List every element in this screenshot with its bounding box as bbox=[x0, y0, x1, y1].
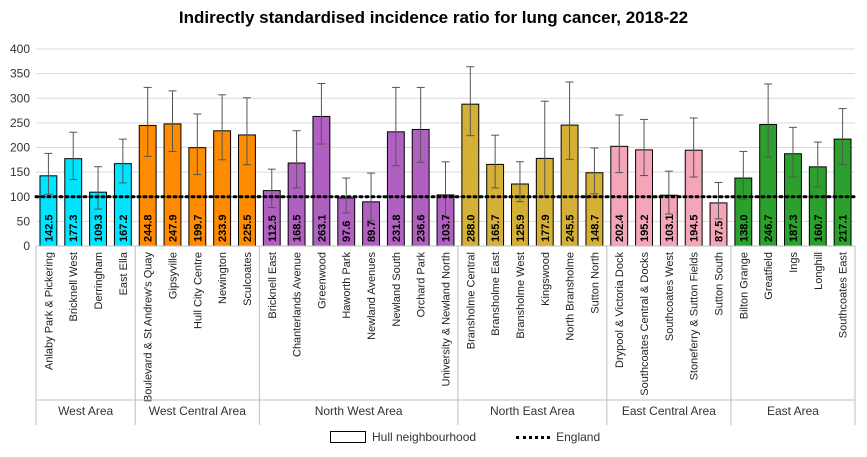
y-tick-label: 250 bbox=[10, 116, 30, 130]
category-label: East Ella bbox=[118, 251, 130, 295]
data-label: 225.5 bbox=[242, 214, 254, 242]
legend-label-neighbourhood: Hull neighbourhood bbox=[372, 430, 477, 444]
group-label: West Area bbox=[58, 404, 113, 418]
y-tick-label: 0 bbox=[23, 239, 30, 253]
y-tick-label: 300 bbox=[10, 91, 30, 105]
data-label: 103.7 bbox=[441, 214, 453, 242]
category-label: Ings bbox=[788, 252, 800, 273]
legend-swatch-england bbox=[516, 435, 551, 439]
category-label: Bransholme East bbox=[490, 252, 502, 336]
data-label: 202.4 bbox=[614, 214, 626, 242]
category-label: Sutton South bbox=[714, 252, 726, 316]
category-label: Bilton Grange bbox=[738, 252, 750, 319]
legend-label-england: England bbox=[556, 430, 601, 444]
y-tick-label: 150 bbox=[10, 165, 30, 179]
y-tick-label: 400 bbox=[10, 42, 30, 56]
data-label: 244.8 bbox=[143, 214, 155, 242]
category-label: Anlaby Park & Pickering bbox=[43, 252, 55, 370]
data-label: 263.1 bbox=[316, 214, 328, 242]
y-tick-label: 350 bbox=[10, 67, 30, 81]
category-label: Bransholme Central bbox=[465, 252, 477, 349]
data-label: 142.5 bbox=[43, 214, 55, 242]
data-label: 103.1 bbox=[664, 214, 676, 242]
data-label: 89.7 bbox=[366, 221, 378, 242]
data-label: 236.6 bbox=[416, 214, 428, 242]
data-label: 167.2 bbox=[118, 214, 130, 242]
data-label: 160.7 bbox=[813, 214, 825, 242]
legend-swatch-neighbourhood bbox=[330, 431, 366, 443]
group-label: West Central Area bbox=[149, 404, 246, 418]
data-label: 165.7 bbox=[490, 214, 502, 242]
category-label: Gipsyville bbox=[168, 252, 180, 299]
data-label: 194.5 bbox=[689, 214, 701, 242]
data-label: 187.3 bbox=[788, 214, 800, 242]
group-label: East Area bbox=[767, 404, 819, 418]
category-label: Bricknell West bbox=[68, 252, 80, 321]
category-label: Sculcoates bbox=[242, 252, 254, 306]
category-label: Newland Avenues bbox=[366, 252, 378, 340]
data-label: 177.9 bbox=[540, 214, 552, 242]
category-label: Newland South bbox=[391, 252, 403, 327]
data-label: 247.9 bbox=[168, 214, 180, 242]
category-label: Drypool & Victoria Dock bbox=[614, 252, 626, 368]
category-label: Stoneferry & Sutton Fields bbox=[689, 252, 701, 381]
data-label: 112.5 bbox=[267, 215, 279, 242]
data-label: 87.5 bbox=[714, 221, 726, 242]
category-label: Southcoates West bbox=[664, 252, 676, 341]
group-label: East Central Area bbox=[622, 404, 716, 418]
y-tick-label: 50 bbox=[17, 214, 31, 228]
data-label: 288.0 bbox=[465, 214, 477, 242]
data-label: 217.1 bbox=[838, 214, 850, 242]
category-label: Greenwood bbox=[316, 252, 328, 309]
group-label: North West Area bbox=[315, 404, 403, 418]
category-label: Boulevard & St Andrew's Quay bbox=[143, 252, 155, 403]
data-label: 245.5 bbox=[565, 214, 577, 242]
category-label: Southcoates Central & Docks bbox=[639, 252, 651, 396]
data-label: 109.3 bbox=[93, 214, 105, 242]
category-label: Sutton North bbox=[589, 252, 601, 314]
category-label: Bransholme West bbox=[515, 252, 527, 339]
data-label: 199.7 bbox=[192, 214, 204, 242]
data-label: 195.2 bbox=[639, 214, 651, 242]
category-label: Newington bbox=[217, 252, 229, 304]
data-label: 246.7 bbox=[763, 214, 775, 242]
category-label: University & Newland North bbox=[441, 252, 453, 387]
group-label: North East Area bbox=[490, 404, 575, 418]
category-label: Orchard Park bbox=[416, 252, 428, 318]
category-label: Longhill bbox=[813, 252, 825, 290]
category-label: Haworth Park bbox=[341, 252, 353, 319]
data-label: 125.9 bbox=[515, 214, 527, 242]
category-label: North Bransholme bbox=[565, 252, 577, 341]
y-tick-label: 200 bbox=[10, 141, 30, 155]
data-label: 231.8 bbox=[391, 214, 403, 242]
category-label: Southcoates East bbox=[838, 252, 850, 338]
data-label: 97.6 bbox=[341, 221, 353, 242]
category-label: Derringham bbox=[93, 252, 105, 309]
data-label: 168.5 bbox=[292, 214, 304, 242]
category-label: Chanterlands Avenue bbox=[292, 252, 304, 357]
legend: Hull neighbourhood England bbox=[330, 430, 600, 444]
data-label: 148.7 bbox=[589, 214, 601, 242]
y-tick-label: 100 bbox=[10, 190, 30, 204]
data-label: 233.9 bbox=[217, 214, 229, 242]
category-label: Kingswood bbox=[540, 252, 552, 306]
data-label: 177.3 bbox=[68, 214, 80, 242]
data-label: 138.0 bbox=[738, 214, 750, 242]
category-label: Bricknell East bbox=[267, 252, 279, 319]
category-label: Hull City Centre bbox=[192, 252, 204, 329]
category-label: Greatfield bbox=[763, 252, 775, 300]
chart-title: Indirectly standardised incidence ratio … bbox=[178, 8, 689, 27]
